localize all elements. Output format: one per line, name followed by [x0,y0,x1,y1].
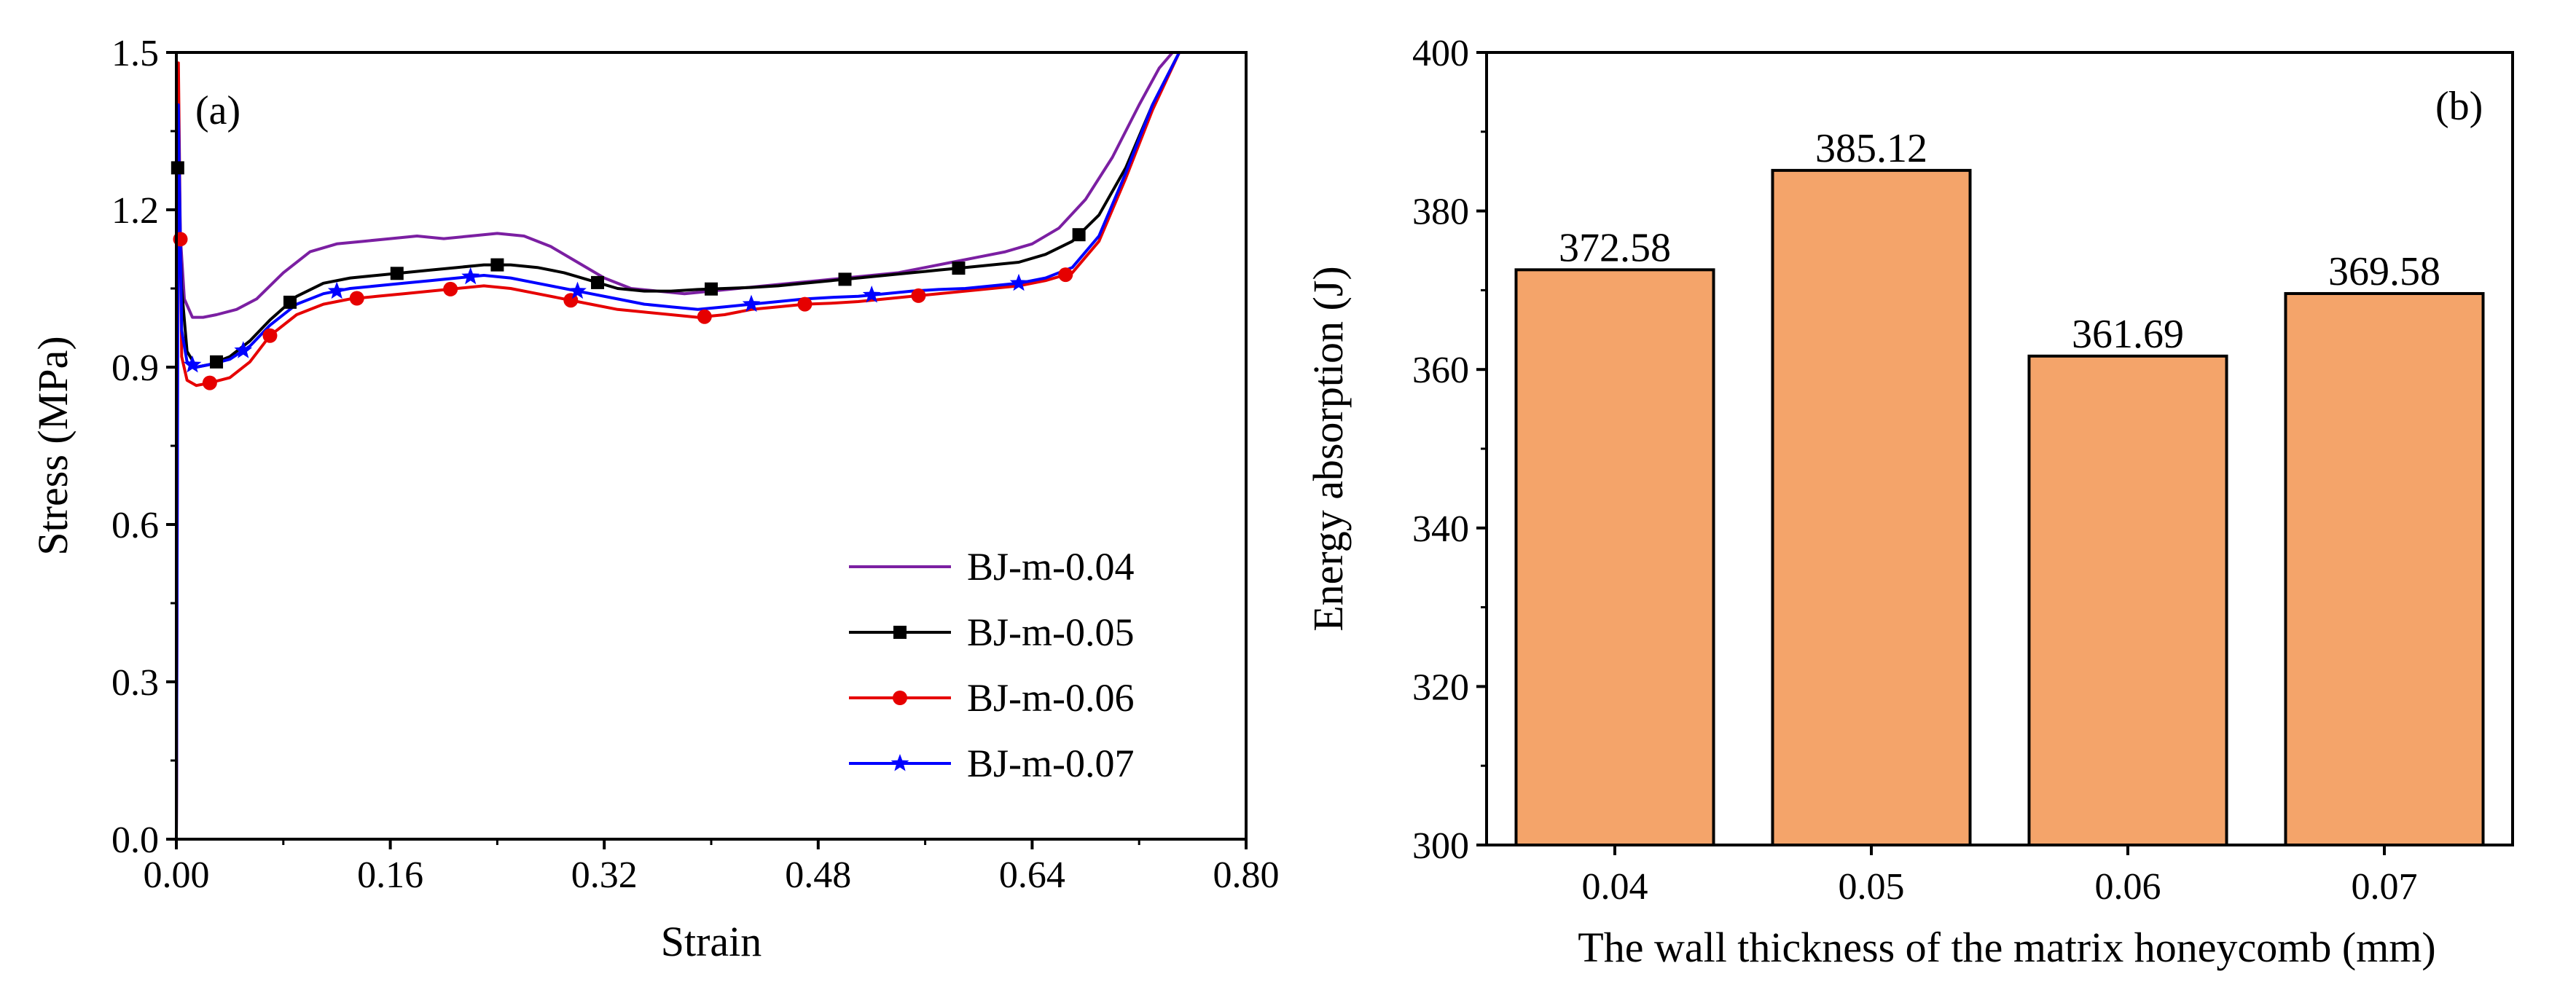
marker-BJ-m-0.06 [797,296,813,312]
y-tick-label: 1.5 [111,33,159,74]
bar-value-label: 372.58 [1559,225,1671,270]
marker-BJ-m-0.06 [697,309,712,324]
marker-BJ-m-0.05 [591,275,605,289]
bar-0.06 [2027,354,2228,846]
bar-value-label: 369.58 [2328,249,2440,294]
y-tick-label: 1.2 [111,190,159,232]
legend-marker-BJ-m-0.07 [890,754,909,771]
marker-BJ-m-0.06 [911,288,926,303]
marker-BJ-m-0.07 [742,294,761,313]
series-line-BJ-m-0.05 [176,52,1181,839]
panel-a-label: (a) [195,88,240,133]
x-tick-label: 0.48 [785,854,851,896]
marker-BJ-m-0.05 [1072,228,1086,242]
y-axis-title: Energy absorption (J) [1304,266,1352,632]
marker-BJ-m-0.06 [349,291,364,306]
bar-0.07 [2284,291,2485,846]
y-tick-label: 380 [1412,192,1469,233]
x-tick-label: 0.16 [357,854,423,896]
x-tick-label: 0.06 [2095,866,2161,908]
y-tick-label: 0.3 [111,662,159,704]
y-tick-label: 0.9 [111,347,159,389]
marker-BJ-m-0.05 [390,267,404,280]
x-tick-label: 0.00 [144,854,210,896]
marker-BJ-m-0.07 [183,355,202,373]
marker-BJ-m-0.07 [234,341,253,358]
y-tick-label: 300 [1412,825,1469,867]
y-tick-label: 320 [1412,667,1469,708]
bar-0.05 [1771,168,1972,846]
marker-BJ-m-0.07 [1009,273,1028,291]
stress-strain-chart: (a) Strain Stress (MPa) 0.00 0.16 0.32 0.48… [29,33,1280,965]
y-axis-title: Stress (MPa) [29,336,77,555]
bar-value-label: 385.12 [1815,126,1927,171]
series-line-BJ-m-0.07 [176,52,1181,839]
x-tick-label: 0.80 [1213,854,1280,896]
y-tick-label: 0.0 [111,820,159,861]
legend-marker-BJ-m-0.05 [893,626,907,639]
x-tick-label: 0.04 [1582,866,1648,908]
marker-BJ-m-0.06 [443,281,458,296]
marker-BJ-m-0.05 [283,295,297,309]
series-line-BJ-m-0.06 [176,52,1181,839]
legend-label: BJ-m-0.07 [967,742,1135,785]
legend-label: BJ-m-0.05 [967,610,1135,654]
marker-BJ-m-0.05 [705,282,718,296]
panel-b-label: (b) [2435,84,2483,129]
marker-BJ-m-0.05 [490,258,504,272]
y-tick-label: 340 [1412,508,1469,550]
x-axis-title: The wall thickness of the matrix honeyco… [1578,924,2435,971]
legend-label: BJ-m-0.06 [967,676,1135,720]
y-tick-label: 400 [1412,33,1469,74]
marker-BJ-m-0.07 [862,286,881,303]
marker-BJ-m-0.05 [838,272,852,286]
x-axis-title: Strain [661,918,762,965]
marker-BJ-m-0.07 [568,281,587,299]
y-tick-label: 360 [1412,350,1469,391]
x-tick-label: 0.64 [999,854,1065,896]
marker-BJ-m-0.07 [461,267,480,285]
marker-BJ-m-0.06 [1058,267,1073,283]
x-tick-label: 0.32 [571,854,638,896]
legend-marker-BJ-m-0.06 [893,691,907,705]
x-tick-label: 0.07 [2352,866,2418,908]
marker-BJ-m-0.06 [202,375,217,390]
marker-BJ-m-0.06 [262,328,278,343]
marker-BJ-m-0.05 [210,355,224,369]
bar-value-label: 361.69 [2072,312,2184,357]
y-tick-label: 0.6 [111,505,159,546]
marker-BJ-m-0.05 [952,262,966,275]
marker-BJ-m-0.07 [327,281,346,299]
bar-0.04 [1514,268,1715,846]
x-tick-label: 0.05 [1839,866,1905,908]
plot-frame [175,51,1248,841]
series-line-BJ-m-0.04 [176,52,1174,839]
energy-absorption-chart: (b) The wall thickness of the matrix hon… [1304,33,2514,971]
legend-label: BJ-m-0.04 [967,545,1135,589]
